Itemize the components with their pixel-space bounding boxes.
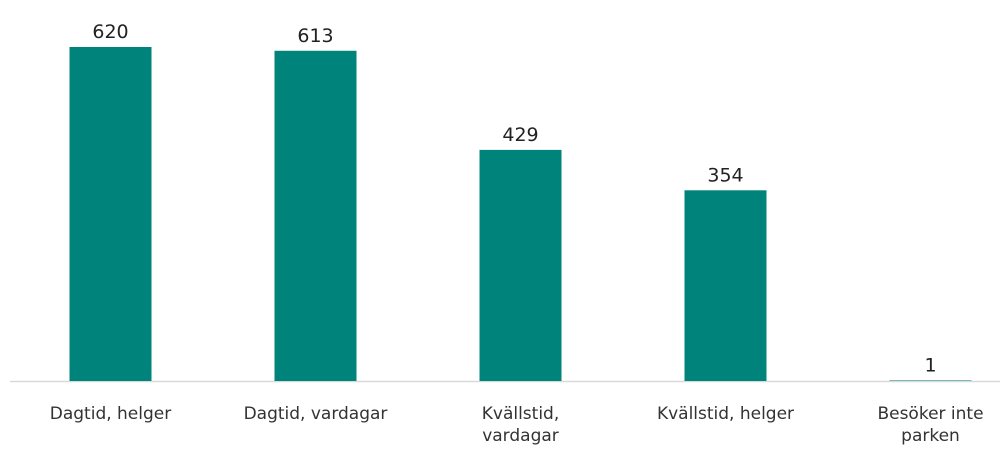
data-label: 1 — [924, 354, 936, 376]
bar — [274, 50, 357, 382]
data-label: 429 — [502, 124, 538, 146]
x-tick-label: Kvällstid, vardagar — [481, 404, 560, 446]
bar — [479, 149, 562, 381]
x-tick-label: Kvällstid, helger — [656, 404, 795, 424]
data-label: 354 — [707, 164, 743, 186]
x-tick-label: Dagtid, vardagar — [243, 404, 388, 424]
bar — [889, 380, 972, 381]
data-label: 620 — [92, 21, 128, 43]
x-tick-label: Dagtid, helger — [49, 404, 172, 424]
bar — [684, 190, 767, 381]
data-label: 613 — [297, 25, 333, 47]
x-tick-label: Besöker inte parken — [877, 404, 984, 446]
bar — [69, 47, 152, 381]
